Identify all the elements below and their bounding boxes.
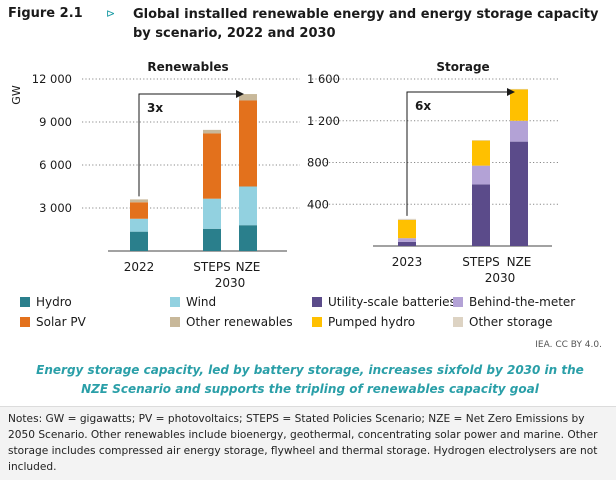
storage-bar-2023-pumped-hydro [398,219,416,239]
renewables-y-tick-label: 9 000 [39,115,72,129]
renewables-y-axis-label: GW [10,85,23,105]
legend-item-pumped-hydro: Pumped hydro [312,315,415,329]
legend-label: Pumped hydro [328,315,416,329]
storage-bar-steps-pumped-hydro [472,140,490,166]
storage-bar-2023-behind-the-meter [398,238,416,242]
legend-item-solar-pv: Solar PV [20,315,86,329]
legend-label: Behind-the-meter [469,295,576,309]
storage-bar-steps-utility-scale-batteries [472,184,490,246]
renewables-y-tick-label: 6 000 [39,158,72,172]
legend-label: Utility-scale batteries [328,295,456,309]
legend-label: Solar PV [36,315,86,329]
renewables-bar-steps-wind [203,198,221,229]
renewables-growth-arrow-line [138,93,236,197]
legend-swatch [170,317,180,327]
renewables-growth-annotation: 3x [147,101,163,115]
renewables-growth-arrow-head-icon [236,90,244,98]
storage-x-tick-label: 2023 [392,255,423,269]
credit: IEA. CC BY 4.0. [535,340,602,350]
renewables-x-tick-label: STEPS [193,260,230,274]
renewables-y-tick-label: 12 000 [32,72,72,86]
legend-swatch [20,317,30,327]
renewables-bar-2022-wind [130,218,148,232]
renewables-panel-title: Renewables [147,60,228,74]
renewables-bar-2022-solar-pv [130,202,148,219]
renewables-x-tick-label: NZE [236,260,261,274]
storage-panel-title: Storage [436,60,489,74]
storage-x-tick-label: STEPS [462,255,499,269]
legend-label: Hydro [36,295,72,309]
storage-y-tick-label: 1 200 [307,114,340,128]
renewables-bar-steps-hydro [203,228,221,251]
storage-x-tick-label: NZE [507,255,532,269]
renewables-bar-nze-other-renewables [239,94,257,101]
storage-growth-arrow-line [406,91,507,216]
legend-swatch [20,297,30,307]
renewables-bar-nze-wind [239,186,257,226]
legend-swatch [170,297,180,307]
legend: Hydro Wind Utility-scale batteries Behind-t… [20,293,610,339]
renewables-bar-2022-hydro [130,231,148,251]
storage-growth-arrow-head-icon [507,88,515,96]
renewables-bar-steps-other-renewables [203,129,221,134]
renewables-group-label: 2030 [215,276,246,290]
caption: Energy storage capacity, led by battery … [36,363,584,396]
storage-growth-annotation: 6x [415,99,431,113]
figure-title: Global installed renewable energy and en… [133,7,599,41]
storage-y-tick-label: 800 [307,156,329,170]
charts-canvas: Renewables GW 3 000 6 000 9 000 12 000 2022 STE… [10,60,560,290]
legend-item-other-renewables: Other renewables [170,315,293,329]
notes: Notes: GW = gigawatts; PV = photovoltaic… [0,406,616,480]
storage-group-label: 2030 [485,271,516,285]
storage-y-tick-label: 400 [307,197,329,211]
storage-bar-nze-behind-the-meter [510,120,528,142]
storage-bar-nze-utility-scale-batteries [510,141,528,246]
legend-label: Other renewables [186,315,293,329]
renewables-bar-nze-solar-pv [239,100,257,187]
legend-label: Wind [186,295,217,309]
renewables-bar-2022-other-renewables [130,199,148,203]
storage-y-tick-label: 1 600 [307,72,340,86]
storage-bar-2023-utility-scale-batteries [398,241,416,246]
legend-swatch [453,297,463,307]
legend-swatch [312,317,322,327]
figure-label: Figure 2.1 [8,6,83,21]
legend-label: Other storage [469,315,553,329]
legend-item-utility-scale-batteries: Utility-scale batteries [312,295,456,309]
storage-bar-nze-pumped-hydro [510,89,528,121]
legend-item-hydro: Hydro [20,295,72,309]
legend-swatch [312,297,322,307]
legend-item-other-storage: Other storage [453,315,552,329]
storage-bar-steps-other-storage [472,140,490,141]
legend-item-wind: Wind [170,295,216,309]
figure-arrow-icon: ⊳ [106,7,116,20]
legend-item-behind-the-meter: Behind-the-meter [453,295,575,309]
legend-swatch [453,317,463,327]
renewables-x-tick-label: 2022 [124,260,155,274]
storage-bar-nze-other-storage [510,88,528,90]
renewables-bar-nze-hydro [239,225,257,251]
storage-bar-2023-other-storage [398,218,416,220]
renewables-bar-steps-solar-pv [203,133,221,199]
storage-bar-steps-behind-the-meter [472,165,490,185]
renewables-y-tick-label: 3 000 [39,201,72,215]
